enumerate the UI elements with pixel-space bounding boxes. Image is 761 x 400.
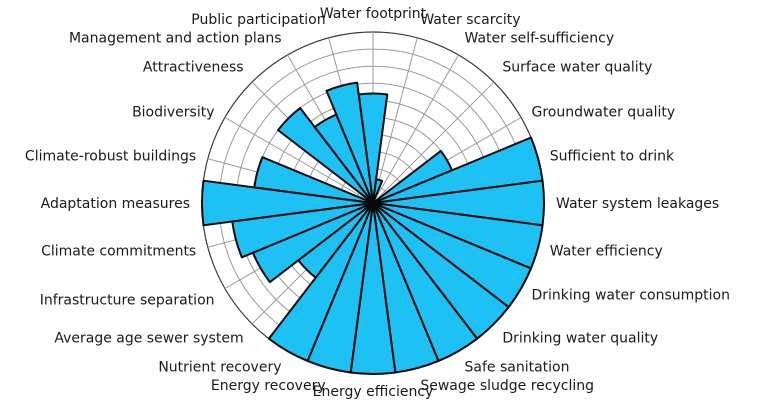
wedge-nutrient-recovery xyxy=(267,202,374,362)
wedge-adaptation-measures xyxy=(201,179,374,227)
label-climate-robust-buildings: Climate-robust buildings xyxy=(25,149,196,165)
radar-wedges xyxy=(201,81,545,375)
wedge-attractiveness xyxy=(277,107,374,204)
label-energy-recovery: Energy recovery xyxy=(211,378,326,394)
label-safe-sanitation: Safe sanitation xyxy=(465,359,570,375)
label-water-footprint: Water footprint xyxy=(320,6,427,22)
label-sufficient-to-drink: Sufficient to drink xyxy=(550,149,675,165)
label-attractiveness: Attractiveness xyxy=(143,60,244,76)
label-biodiversity: Biodiversity xyxy=(132,105,214,121)
center-point xyxy=(370,200,376,206)
wedge-public-participation xyxy=(325,81,374,204)
label-average-age-sewer-system: Average age sewer system xyxy=(54,330,243,346)
label-drinking-water-consumption: Drinking water consumption xyxy=(531,288,730,304)
grid-spoke xyxy=(372,81,495,204)
label-surface-water-quality: Surface water quality xyxy=(502,60,652,76)
wedge-climate-robust-buildings xyxy=(253,156,374,204)
grid-spoke xyxy=(372,54,459,204)
label-adaptation-measures: Adaptation measures xyxy=(41,196,190,212)
label-nutrient-recovery: Nutrient recovery xyxy=(158,359,281,375)
label-drinking-water-quality: Drinking water quality xyxy=(502,330,658,346)
label-climate-commitments: Climate commitments xyxy=(41,243,196,259)
wedge-water-scarcity xyxy=(372,178,384,204)
label-energy-efficiency: Energy efficiency xyxy=(313,384,434,400)
label-sewage-sludge-recycling: Sewage sludge recycling xyxy=(420,378,594,394)
label-water-scarcity: Water scarcity xyxy=(420,12,520,28)
grid-spoke xyxy=(224,117,374,204)
label-management-and-action-plans: Management and action plans xyxy=(69,31,282,47)
grid-spoke xyxy=(372,37,418,204)
label-groundwater-quality: Groundwater quality xyxy=(531,105,675,121)
label-public-participation: Public participation xyxy=(191,12,325,28)
label-water-efficiency: Water efficiency xyxy=(550,243,663,259)
label-water-self-sufficiency: Water self-sufficiency xyxy=(465,31,615,47)
label-water-system-leakages: Water system leakages xyxy=(556,196,719,212)
label-infrastructure-separation: Infrastructure separation xyxy=(40,293,215,309)
